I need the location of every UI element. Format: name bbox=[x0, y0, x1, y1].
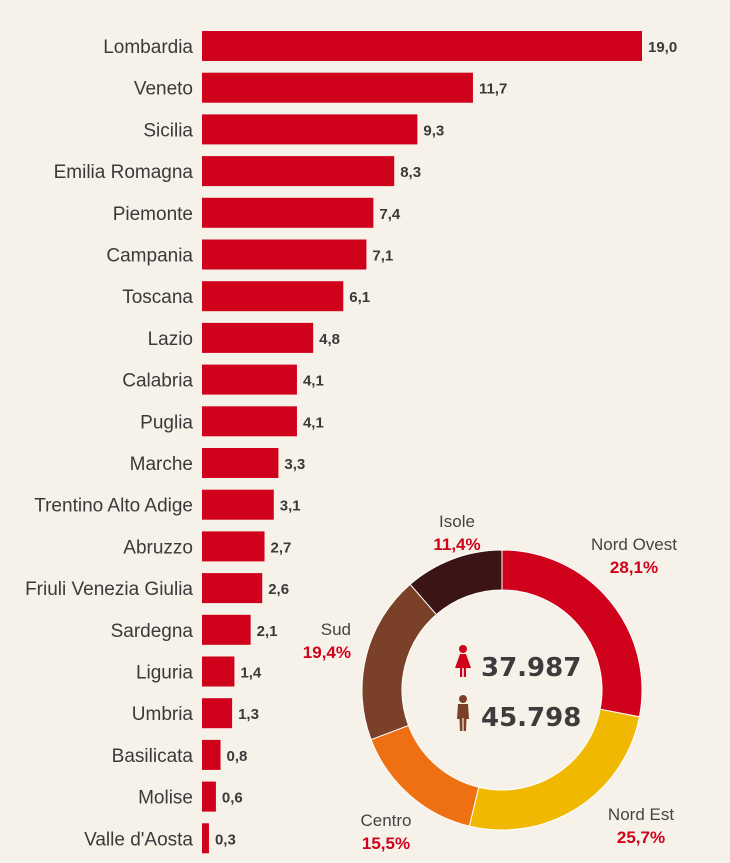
value-label: 2,6 bbox=[268, 581, 289, 598]
category-label: Trentino Alto Adige bbox=[34, 496, 193, 517]
bar bbox=[202, 156, 395, 187]
value-label: 7,1 bbox=[372, 248, 393, 265]
donut-slice bbox=[361, 583, 438, 741]
category-label: Umbria bbox=[132, 704, 194, 725]
bar bbox=[202, 364, 297, 395]
donut-chart bbox=[361, 549, 643, 831]
value-label: 4,1 bbox=[303, 373, 324, 390]
slice-label: Centro bbox=[360, 811, 411, 830]
donut-slice bbox=[409, 549, 503, 616]
value-label: 4,1 bbox=[303, 414, 324, 431]
bar bbox=[202, 656, 235, 687]
bar bbox=[202, 698, 233, 729]
category-label: Liguria bbox=[136, 663, 193, 684]
value-label: 3,3 bbox=[284, 456, 305, 473]
slice-label: Nord Est bbox=[608, 805, 674, 824]
bar bbox=[202, 781, 216, 812]
value-label: 8,3 bbox=[400, 164, 421, 181]
category-label: Toscana bbox=[122, 287, 193, 308]
category-label: Puglia bbox=[140, 412, 193, 433]
category-label: Lazio bbox=[148, 329, 193, 350]
slice-label: Isole bbox=[439, 512, 475, 531]
category-label: Emilia Romagna bbox=[54, 162, 194, 183]
category-label: Calabria bbox=[122, 371, 193, 392]
value-label: 0,6 bbox=[222, 790, 243, 807]
slice-value: 28,1% bbox=[610, 558, 658, 577]
bar bbox=[202, 739, 221, 770]
slice-value: 25,7% bbox=[617, 828, 665, 847]
category-label: Friuli Venezia Giulia bbox=[25, 579, 193, 600]
slice-label: Sud bbox=[321, 620, 351, 639]
category-label: Molise bbox=[138, 788, 193, 809]
bar bbox=[202, 823, 209, 854]
slice-value: 19,4% bbox=[303, 643, 351, 662]
value-label: 1,3 bbox=[238, 706, 259, 723]
bar bbox=[202, 448, 279, 478]
bar bbox=[202, 531, 265, 562]
category-label: Basilicata bbox=[112, 746, 194, 767]
value-label: 3,1 bbox=[280, 498, 301, 515]
slice-value: 15,5% bbox=[362, 834, 410, 853]
category-label: Campania bbox=[106, 246, 193, 267]
value-label: 0,8 bbox=[227, 748, 248, 765]
slice-value: 11,4% bbox=[433, 535, 480, 554]
value-label: 11,7 bbox=[479, 81, 507, 98]
category-label: Sardegna bbox=[111, 621, 194, 642]
value-label: 1,4 bbox=[240, 665, 262, 682]
value-label: 4,8 bbox=[319, 331, 340, 348]
bar bbox=[202, 281, 344, 312]
female-count: 37.987 bbox=[481, 653, 581, 683]
category-label: Veneto bbox=[134, 79, 193, 100]
man-icon bbox=[457, 695, 469, 731]
value-label: 7,4 bbox=[379, 206, 401, 223]
category-label: Abruzzo bbox=[123, 537, 193, 558]
category-label: Lombardia bbox=[103, 37, 193, 58]
slice-label: Nord Ovest bbox=[591, 535, 677, 554]
value-label: 2,1 bbox=[257, 623, 278, 640]
bar bbox=[202, 573, 263, 604]
category-label: Marche bbox=[130, 454, 193, 475]
category-label: Valle d'Aosta bbox=[84, 829, 193, 850]
bar bbox=[202, 614, 251, 645]
woman-icon bbox=[455, 645, 471, 677]
value-label: 9,3 bbox=[423, 122, 444, 139]
bar bbox=[202, 239, 367, 270]
bar bbox=[202, 72, 473, 103]
bar bbox=[202, 197, 374, 228]
category-label: Sicilia bbox=[143, 120, 193, 141]
bar bbox=[202, 406, 297, 437]
value-label: 6,1 bbox=[349, 289, 370, 306]
value-label: 2,7 bbox=[271, 539, 292, 556]
bar bbox=[202, 322, 314, 353]
bar bbox=[202, 489, 274, 520]
male-count: 45.798 bbox=[481, 703, 581, 733]
bar bbox=[202, 31, 642, 61]
donut-center: 37.987 45.798 bbox=[455, 645, 581, 733]
donut-labels: Nord Ovest 28,1% Nord Est 25,7% Centro 15,5% S… bbox=[303, 512, 677, 853]
value-label: 0,3 bbox=[215, 831, 236, 848]
category-label: Piemonte bbox=[113, 204, 193, 225]
value-label: 19,0 bbox=[648, 39, 677, 56]
bar-chart: Lombardia 19,0 Veneto 11,7 Sicilia 9,3 Emilia … bbox=[25, 31, 677, 854]
bar bbox=[202, 114, 418, 145]
